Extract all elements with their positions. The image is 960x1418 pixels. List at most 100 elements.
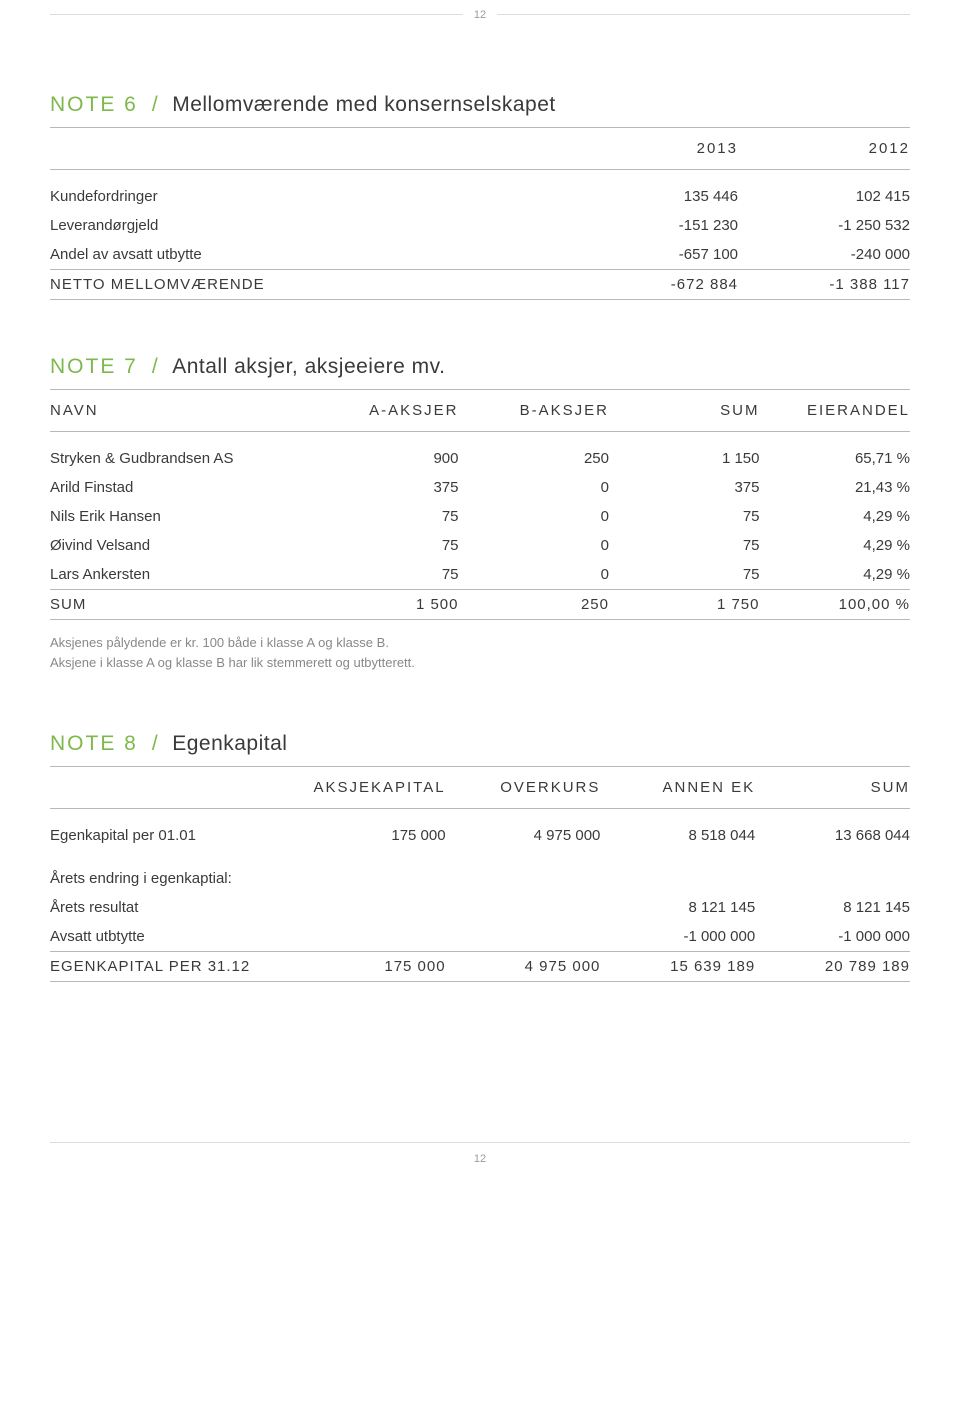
- note6-row-value: -657 100: [566, 240, 738, 270]
- note6-total-row: NETTO MELLOMVÆRENDE-672 884-1 388 117: [50, 270, 910, 300]
- note8-total-cell: 175 000: [291, 952, 446, 982]
- note7-total-cell: 250: [459, 590, 610, 620]
- note8-cell: [446, 893, 601, 922]
- note7-cell: 375: [609, 473, 760, 502]
- note6-row-label: Kundefordringer: [50, 182, 566, 211]
- note8-label: Egenkapital: [172, 732, 287, 756]
- spacer-row: [50, 170, 910, 183]
- note7-total-cell: SUM: [50, 590, 308, 620]
- spacer-row: [50, 432, 910, 445]
- note8-header: [50, 767, 291, 809]
- note8-total-row: EGENKAPITAL PER 31.12175 0004 975 00015 …: [50, 952, 910, 982]
- note7-cell: 21,43 %: [760, 473, 911, 502]
- note8-cell: [291, 893, 446, 922]
- note8-cell: Avsatt utbtytte: [50, 922, 291, 952]
- note7-slash: /: [152, 355, 158, 379]
- note7-cell: 0: [459, 502, 610, 531]
- note6-row-value: 102 415: [738, 182, 910, 211]
- note7-cell: 75: [609, 531, 760, 560]
- note6-header-year: 2012: [738, 128, 910, 170]
- note6-total-value: -1 388 117: [738, 270, 910, 300]
- note8-num: NOTE 8: [50, 732, 138, 756]
- note6-total-label: NETTO MELLOMVÆRENDE: [50, 270, 566, 300]
- note6-row: Kundefordringer135 446102 415: [50, 182, 910, 211]
- note6-num: NOTE 6: [50, 93, 138, 117]
- note8-cell: 8 121 145: [600, 893, 755, 922]
- note7-footnote2: Aksjene i klasse A og klasse B har lik s…: [50, 653, 910, 673]
- note6-table: 20132012Kundefordringer135 446102 415Lev…: [50, 127, 910, 300]
- note8-header: OVERKURS: [446, 767, 601, 809]
- note6-row: Andel av avsatt utbytte-657 100-240 000: [50, 240, 910, 270]
- note8-cell: 4 975 000: [446, 821, 601, 850]
- page-number-top-wrap: 12: [50, 0, 910, 23]
- note7-header: A-AKSJER: [308, 390, 459, 432]
- note8-cell: 13 668 044: [755, 821, 910, 850]
- note7-total-row: SUM1 5002501 750100,00 %: [50, 590, 910, 620]
- note8-header: ANNEN EK: [600, 767, 755, 809]
- note7-header: SUM: [609, 390, 760, 432]
- note8-cell: 175 000: [291, 821, 446, 850]
- note7-cell: Stryken & Gudbrandsen AS: [50, 444, 308, 473]
- note8-total-cell: 4 975 000: [446, 952, 601, 982]
- note7-cell: 65,71 %: [760, 444, 911, 473]
- note8-opening-row: Egenkapital per 01.01175 0004 975 0008 5…: [50, 821, 910, 850]
- note6-row-label: Andel av avsatt utbytte: [50, 240, 566, 270]
- note7-table: NAVNA-AKSJERB-AKSJERSUMEIERANDEL Stryken …: [50, 389, 910, 620]
- note6-slash: /: [152, 93, 158, 117]
- note8-cell: -1 000 000: [755, 922, 910, 952]
- note6-header-blank: [50, 128, 566, 170]
- note8-cell: [291, 922, 446, 952]
- note7-cell: 75: [308, 502, 459, 531]
- note8-title: NOTE 8 / Egenkapital: [50, 732, 910, 756]
- note7-cell: Nils Erik Hansen: [50, 502, 308, 531]
- note8-total-cell: EGENKAPITAL PER 31.12: [50, 952, 291, 982]
- note8-cell: 8 518 044: [600, 821, 755, 850]
- note8-header: SUM: [755, 767, 910, 809]
- note8-cell: -1 000 000: [600, 922, 755, 952]
- note7-row: Nils Erik Hansen750754,29 %: [50, 502, 910, 531]
- note7-footnotes: Aksjenes pålydende er kr. 100 både i kla…: [50, 633, 910, 672]
- note7-cell: 75: [609, 502, 760, 531]
- note7-cell: 4,29 %: [760, 531, 911, 560]
- note8-slash: /: [152, 732, 158, 756]
- note7-header-row: NAVNA-AKSJERB-AKSJERSUMEIERANDEL: [50, 390, 910, 432]
- note7-cell: 75: [308, 560, 459, 590]
- note6-row-value: 135 446: [566, 182, 738, 211]
- note7-label: Antall aksjer, aksjeeiere mv.: [172, 355, 445, 379]
- note7-cell: 250: [459, 444, 610, 473]
- note7-cell: 75: [609, 560, 760, 590]
- note8-cell: [446, 922, 601, 952]
- note7-cell: 900: [308, 444, 459, 473]
- page-number-top: 12: [466, 9, 494, 21]
- note8-cell: Egenkapital per 01.01: [50, 821, 291, 850]
- note6-row-label: Leverandørgjeld: [50, 211, 566, 240]
- note8-header: AKSJEKAPITAL: [291, 767, 446, 809]
- note7-header: B-AKSJER: [459, 390, 610, 432]
- note7-footnote1: Aksjenes pålydende er kr. 100 både i kla…: [50, 633, 910, 653]
- note7-header: EIERANDEL: [760, 390, 911, 432]
- note8-total-cell: 20 789 189: [755, 952, 910, 982]
- note7-cell: 1 150: [609, 444, 760, 473]
- note8-change-label-row: Årets endring i egenkaptial:: [50, 864, 910, 893]
- note8-total-cell: 15 639 189: [600, 952, 755, 982]
- note8-header-row: AKSJEKAPITALOVERKURSANNEN EKSUM: [50, 767, 910, 809]
- note6-row-value: -1 250 532: [738, 211, 910, 240]
- note7-row: Øivind Velsand750754,29 %: [50, 531, 910, 560]
- note8-cell: 8 121 145: [755, 893, 910, 922]
- note7-cell: 0: [459, 531, 610, 560]
- note7-cell: 0: [459, 560, 610, 590]
- page-number-bottom-wrap: 12: [50, 1142, 910, 1167]
- note6-total-value: -672 884: [566, 270, 738, 300]
- note6-title: NOTE 6 / Mellomværende med konsernselska…: [50, 93, 910, 117]
- note7-cell: 4,29 %: [760, 502, 911, 531]
- note7-row: Arild Finstad375037521,43 %: [50, 473, 910, 502]
- note6-row-value: -240 000: [738, 240, 910, 270]
- note7-cell: Arild Finstad: [50, 473, 308, 502]
- note8-cell: Årets resultat: [50, 893, 291, 922]
- note7-row: Lars Ankersten750754,29 %: [50, 560, 910, 590]
- note7-title: NOTE 7 / Antall aksjer, aksjeeiere mv.: [50, 355, 910, 379]
- note6-header-row: 20132012: [50, 128, 910, 170]
- note6-row-value: -151 230: [566, 211, 738, 240]
- note8-row: Årets resultat 8 121 1458 121 145: [50, 893, 910, 922]
- note6-row: Leverandørgjeld-151 230-1 250 532: [50, 211, 910, 240]
